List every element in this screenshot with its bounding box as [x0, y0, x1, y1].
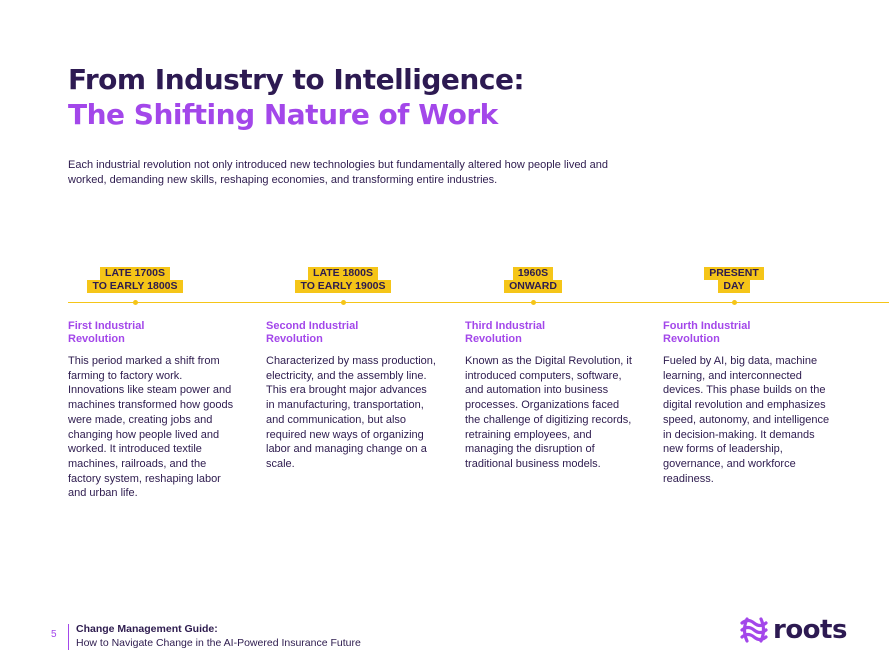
page-title-line1: From Industry to Intelligence: [68, 63, 525, 96]
heading-line2: Revolution [663, 333, 720, 345]
heading-line2: Revolution [68, 333, 125, 345]
revolution-card-4: Fourth Industrial Revolution Fueled by A… [663, 320, 833, 486]
timeline-dot-3 [531, 300, 536, 305]
revolution-card-2: Second Industrial Revolution Characteriz… [266, 320, 436, 472]
heading-line2: Revolution [266, 333, 323, 345]
page-number: 5 [51, 629, 57, 640]
revolution-heading: Fourth Industrial Revolution [663, 320, 783, 346]
era-tag-line2: TO EARLY 1800S [87, 280, 183, 293]
heading-line1: Third Industrial [465, 320, 546, 332]
timeline-dot-4 [732, 300, 737, 305]
roots-logo-mark-icon [740, 617, 768, 643]
era-tag-line1: 1960S [512, 267, 554, 280]
era-label-3: 1960S ONWARD [473, 267, 593, 293]
revolution-card-3: Third Industrial Revolution Known as the… [465, 320, 633, 472]
timeline-line [68, 301, 889, 303]
footer-guide-subtitle: How to Navigate Change in the AI-Powered… [76, 637, 361, 649]
era-label-1: LATE 1700S TO EARLY 1800S [75, 267, 195, 293]
revolution-card-1: First Industrial Revolution This period … [68, 320, 236, 501]
footer-guide-title: Change Management Guide: [76, 623, 218, 635]
page-title: From Industry to Intelligence: The Shift… [68, 62, 525, 132]
revolution-description: Fueled by AI, big data, machine learning… [663, 355, 830, 485]
revolution-heading: First Industrial Revolution [68, 320, 188, 346]
era-tag-line1: LATE 1800S [308, 267, 378, 280]
footer-guide-info: Change Management Guide: How to Navigate… [76, 622, 361, 650]
era-tag-line1: PRESENT [704, 267, 764, 280]
timeline-dot-1 [133, 300, 138, 305]
intro-paragraph: Each industrial revolution not only intr… [68, 159, 608, 186]
revolution-heading: Second Industrial Revolution [266, 320, 386, 346]
heading-line1: Second Industrial [266, 320, 359, 332]
heading-line1: First Industrial [68, 320, 145, 332]
revolution-description: Known as the Digital Revolution, it intr… [465, 355, 632, 470]
revolution-description: This period marked a shift from farming … [68, 355, 234, 500]
page-title-line2: The Shifting Nature of Work [68, 98, 498, 131]
era-label-4: PRESENT DAY [674, 267, 794, 293]
era-tag-line2: TO EARLY 1900S [295, 280, 391, 293]
era-tag-line2: ONWARD [504, 280, 562, 293]
heading-line1: Fourth Industrial [663, 320, 751, 332]
roots-logo: roots [738, 614, 847, 646]
heading-line2: Revolution [465, 333, 522, 345]
timeline-dot-2 [341, 300, 346, 305]
revolution-heading: Third Industrial Revolution [465, 320, 585, 346]
era-tag-line1: LATE 1700S [100, 267, 170, 280]
footer-divider [68, 624, 69, 650]
era-label-2: LATE 1800S TO EARLY 1900S [283, 267, 403, 293]
era-tag-line2: DAY [718, 280, 750, 293]
roots-logo-text: roots [773, 615, 847, 645]
revolution-description: Characterized by mass production, electr… [266, 355, 436, 470]
